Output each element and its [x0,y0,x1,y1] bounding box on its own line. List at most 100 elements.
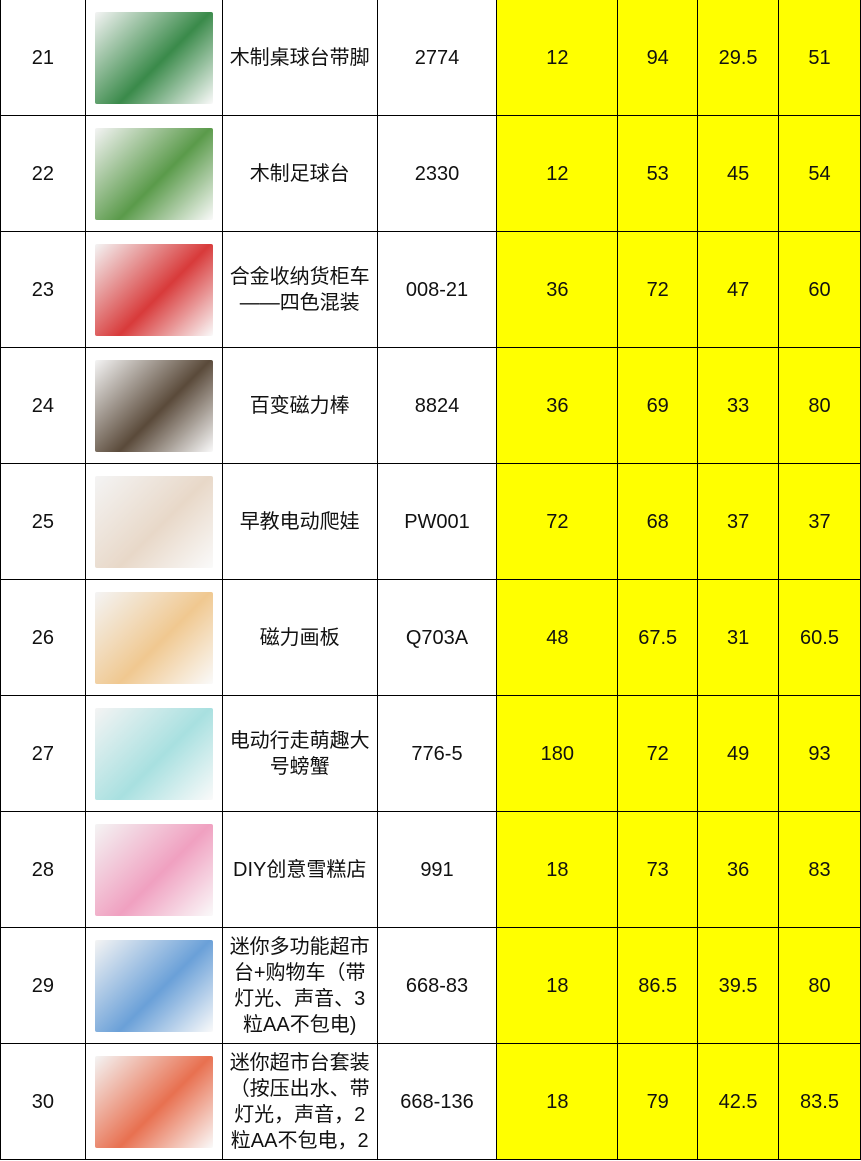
product-image-cell[interactable] [84,231,223,348]
product-code-cell[interactable]: 991 [376,811,498,928]
height-cell[interactable]: 60.5 [778,579,861,696]
row-number-cell[interactable]: 22 [0,115,86,232]
product-name-cell-text: 合金收纳货柜车——四色混装 [229,265,370,314]
product-code-cell[interactable]: Q703A [376,579,498,696]
quantity-cell[interactable]: 48 [496,579,619,696]
row-number-cell-text: 23 [31,278,55,301]
length-cell[interactable]: 68 [617,463,699,580]
table-row: 21 木制桌球台带脚 2774 12 94 29.5 51 [0,0,861,116]
quantity-cell[interactable]: 18 [496,1043,619,1160]
product-name-cell[interactable]: 木制足球台 [221,115,378,232]
length-cell[interactable]: 53 [617,115,699,232]
row-number-cell-text: 26 [31,626,55,649]
height-cell[interactable]: 54 [778,115,861,232]
height-cell[interactable]: 51 [778,0,861,116]
height-cell[interactable]: 80 [778,347,861,464]
width-cell[interactable]: 39.5 [697,927,780,1044]
product-image-cell[interactable] [84,115,223,232]
product-code-cell-text: 2774 [414,46,460,69]
length-cell-text: 73 [646,858,669,881]
product-code-cell[interactable]: 668-83 [376,927,498,1044]
length-cell[interactable]: 73 [617,811,699,928]
length-cell[interactable]: 94 [617,0,699,116]
product-name-cell[interactable]: 迷你多功能超市台+购物车（带灯光、声音、3粒AA不包电) [221,927,378,1044]
product-image-cell[interactable] [84,463,223,580]
width-cell[interactable]: 36 [697,811,780,928]
product-code-cell[interactable]: 008-21 [376,231,498,348]
length-cell[interactable]: 86.5 [617,927,699,1044]
length-cell[interactable]: 69 [617,347,699,464]
product-image-cell[interactable] [84,695,223,812]
width-cell[interactable]: 31 [697,579,780,696]
length-cell[interactable]: 79 [617,1043,699,1160]
row-number-cell[interactable]: 30 [0,1043,86,1160]
row-number-cell[interactable]: 21 [0,0,86,116]
row-number-cell[interactable]: 29 [0,927,86,1044]
length-cell[interactable]: 72 [617,695,699,812]
row-number-cell[interactable]: 26 [0,579,86,696]
quantity-cell[interactable]: 12 [496,115,619,232]
quantity-cell-text: 18 [546,974,569,997]
product-name-cell[interactable]: 迷你超市台套装（按压出水、带灯光，声音，2粒AA不包电，2 [221,1043,378,1160]
product-code-cell[interactable]: PW001 [376,463,498,580]
product-name-cell[interactable]: 木制桌球台带脚 [221,0,378,116]
height-cell[interactable]: 60 [778,231,861,348]
width-cell[interactable]: 47 [697,231,780,348]
product-image-cell[interactable] [84,0,223,116]
height-cell[interactable]: 93 [778,695,861,812]
height-cell[interactable]: 37 [778,463,861,580]
product-name-cell[interactable]: 百变磁力棒 [221,347,378,464]
product-name-cell[interactable]: 磁力画板 [221,579,378,696]
quantity-cell-text: 36 [546,394,569,417]
quantity-cell[interactable]: 12 [496,0,619,116]
product-name-cell-text: 电动行走萌趣大号螃蟹 [229,729,370,778]
width-cell-text: 31 [726,626,750,649]
height-cell-text: 54 [808,162,831,185]
quantity-cell[interactable]: 36 [496,231,619,348]
quantity-cell[interactable]: 18 [496,927,619,1044]
width-cell[interactable]: 45 [697,115,780,232]
row-number-cell-text: 27 [31,742,55,765]
product-code-cell[interactable]: 2774 [376,0,498,116]
product-code-cell[interactable]: 2330 [376,115,498,232]
product-image-cell[interactable] [84,579,223,696]
width-cell[interactable]: 42.5 [697,1043,780,1160]
width-cell[interactable]: 33 [697,347,780,464]
height-cell-text: 60.5 [800,626,839,649]
product-code-cell[interactable]: 668-136 [376,1043,498,1160]
product-code-cell-text: 8824 [414,394,460,417]
width-cell[interactable]: 29.5 [697,0,780,116]
row-number-cell[interactable]: 25 [0,463,86,580]
row-number-cell[interactable]: 27 [0,695,86,812]
product-image-cell[interactable] [84,1043,223,1160]
width-cell-text: 29.5 [718,46,758,69]
width-cell[interactable]: 37 [697,463,780,580]
product-name-cell[interactable]: 早教电动爬娃 [221,463,378,580]
height-cell[interactable]: 80 [778,927,861,1044]
length-cell[interactable]: 67.5 [617,579,699,696]
height-cell[interactable]: 83 [778,811,861,928]
quantity-cell-text: 12 [546,162,569,185]
product-code-cell[interactable]: 8824 [376,347,498,464]
product-name-cell[interactable]: 合金收纳货柜车——四色混装 [221,231,378,348]
product-image-cell[interactable] [84,811,223,928]
height-cell[interactable]: 83.5 [778,1043,861,1160]
row-number-cell[interactable]: 23 [0,231,86,348]
product-name-cell[interactable]: 电动行走萌趣大号螃蟹 [221,695,378,812]
product-code-cell[interactable]: 776-5 [376,695,498,812]
product-image-cell[interactable] [84,927,223,1044]
product-name-cell[interactable]: DIY创意雪糕店 [221,811,378,928]
product-image-cell[interactable] [84,347,223,464]
row-number-cell[interactable]: 24 [0,347,86,464]
row-number-cell[interactable]: 28 [0,811,86,928]
length-cell[interactable]: 72 [617,231,699,348]
quantity-cell[interactable]: 36 [496,347,619,464]
quantity-cell[interactable]: 72 [496,463,619,580]
product-image [94,823,213,916]
width-cell[interactable]: 49 [697,695,780,812]
product-name-cell-text: DIY创意雪糕店 [233,858,367,881]
quantity-cell[interactable]: 180 [496,695,619,812]
table-row: 26 磁力画板 Q703A 48 67.5 31 60.5 [0,579,861,696]
quantity-cell[interactable]: 18 [496,811,619,928]
product-name-cell-text: 木制桌球台带脚 [229,46,370,69]
